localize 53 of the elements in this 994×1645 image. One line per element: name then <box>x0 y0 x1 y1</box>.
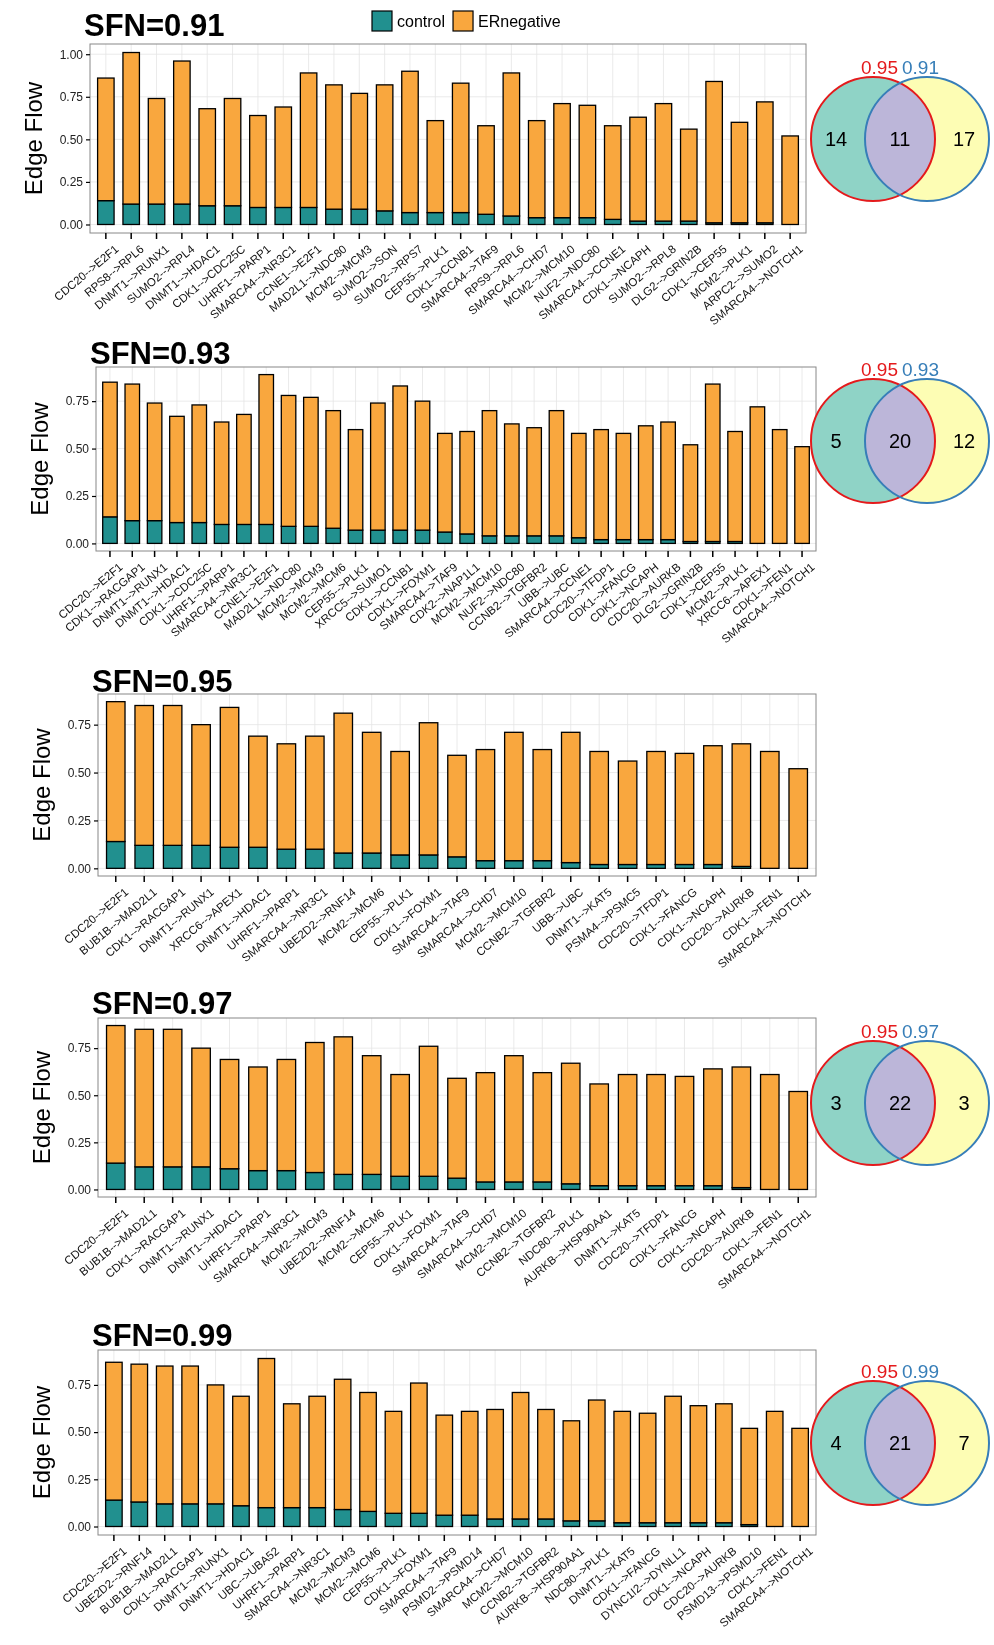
y-tick-label: 0.75 <box>67 717 92 732</box>
y-tick-label: 0.00 <box>65 536 90 551</box>
y-tick-label: 0.25 <box>67 1135 92 1150</box>
y-tick-label: 0.25 <box>65 489 90 504</box>
y-tick-label: 0.00 <box>67 861 92 876</box>
legend-label: 0.95 <box>861 1361 898 1382</box>
text: 17 <box>952 128 976 150</box>
legend-label: 0.95 <box>861 359 898 380</box>
y-axis-title: Edge Flow <box>28 1385 55 1500</box>
y-axis-title: Edge Flow <box>20 81 47 196</box>
text: 11 <box>889 128 911 150</box>
y-axis-title: Edge Flow <box>28 727 55 842</box>
text: 14 <box>824 128 848 150</box>
y-tick-label: 0.25 <box>67 813 92 828</box>
legend-label: 0.95 <box>861 1021 898 1042</box>
chart-title: SFN=0.93 <box>90 336 231 371</box>
legend-label: control <box>397 13 446 30</box>
chart-title: SFN=0.99 <box>92 1318 233 1353</box>
y-tick-label: 0.50 <box>65 441 90 456</box>
legend-label: 0.91 <box>902 57 939 78</box>
legend-label: 0.95 <box>861 57 898 78</box>
y-tick-label: 1.00 <box>59 47 84 62</box>
text: 3 <box>830 1092 842 1114</box>
y-tick-label: 0.50 <box>67 1088 92 1103</box>
y-axis-title: Edge Flow <box>26 401 53 516</box>
y-tick-label: 0.00 <box>67 1519 92 1534</box>
legend-label: 0.97 <box>902 1021 939 1042</box>
y-axis-title: Edge Flow <box>28 1050 55 1165</box>
y-tick-label: 0.50 <box>67 765 92 780</box>
y-tick-label: 0.50 <box>59 132 84 147</box>
text: 5 <box>830 430 842 452</box>
text: 21 <box>888 1432 912 1454</box>
y-tick-label: 0.00 <box>67 1182 92 1197</box>
chart-title: SFN=0.97 <box>92 986 233 1021</box>
text: 20 <box>888 430 912 452</box>
y-tick-label: 0.25 <box>59 175 84 190</box>
y-tick-label: 0.25 <box>67 1472 92 1487</box>
text: 4 <box>830 1432 842 1454</box>
y-tick-label: 0.75 <box>59 90 84 105</box>
text: 7 <box>958 1432 970 1454</box>
legend-label: 0.99 <box>902 1361 939 1382</box>
y-tick-label: 0.75 <box>67 1041 92 1056</box>
y-tick-label: 0.75 <box>67 1378 92 1393</box>
text: 3 <box>958 1092 970 1114</box>
legend-label: ERnegative <box>478 13 561 30</box>
y-tick-label: 0.75 <box>65 394 90 409</box>
text: 22 <box>888 1092 912 1114</box>
chart-title: SFN=0.91 <box>84 8 225 43</box>
text: 12 <box>952 430 976 452</box>
legend-label: 0.93 <box>902 359 939 380</box>
chart-title: SFN=0.95 <box>92 664 233 699</box>
y-tick-label: 0.00 <box>59 217 84 232</box>
y-tick-label: 0.50 <box>67 1425 92 1440</box>
